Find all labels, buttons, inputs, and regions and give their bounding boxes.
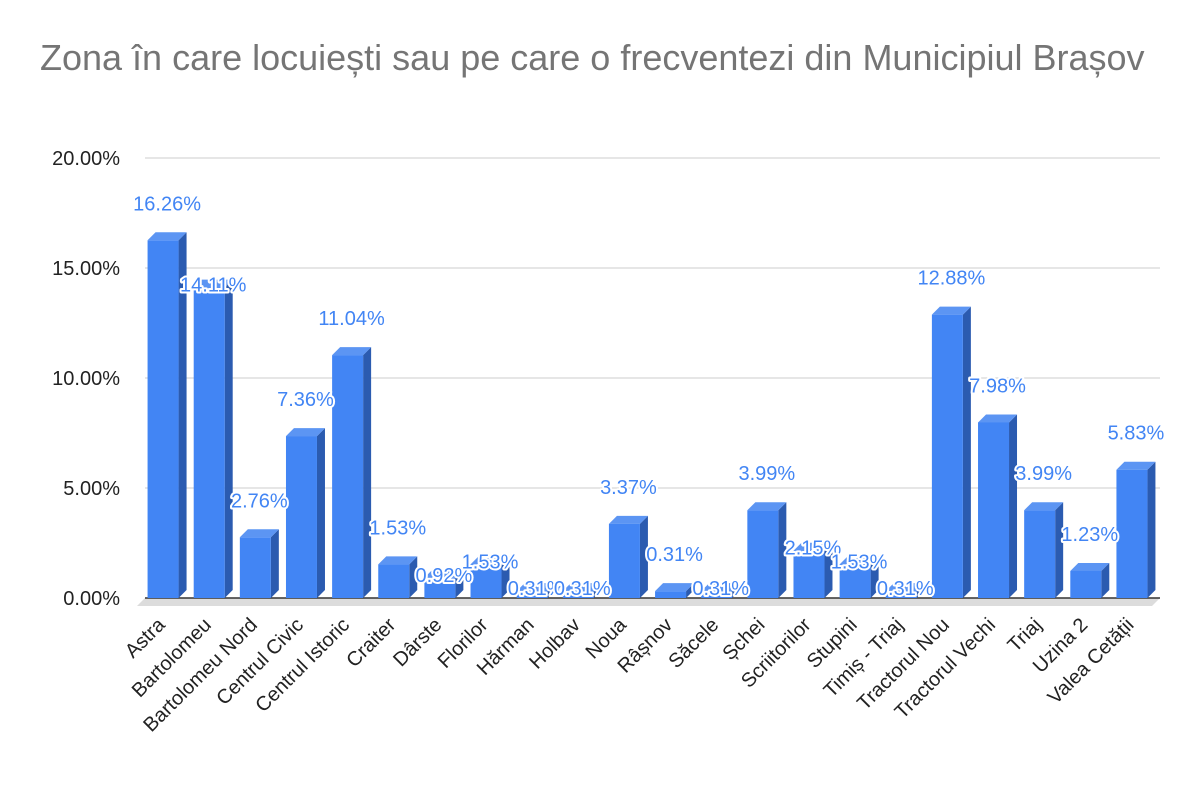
- bar-side: [1009, 414, 1018, 598]
- bar-top: [470, 556, 510, 565]
- bar: [1024, 510, 1056, 598]
- y-tick-label: 20.00%: [52, 148, 120, 170]
- bar-side: [224, 279, 233, 598]
- bar-top: [1070, 562, 1110, 571]
- bar-side: [363, 347, 372, 598]
- bar-side: [1055, 502, 1064, 598]
- bar-top: [562, 583, 602, 592]
- bar-side: [824, 542, 833, 598]
- data-label: 2.76%: [231, 490, 288, 512]
- bar: [793, 550, 825, 598]
- bar-top: [747, 502, 787, 511]
- bar: [470, 564, 502, 598]
- bar-top: [193, 279, 233, 288]
- data-label: 14.11%: [180, 275, 247, 297]
- bar-top: [839, 556, 879, 565]
- data-label: 2.15%: [785, 538, 842, 560]
- bar: [285, 436, 317, 598]
- bar-top: [332, 347, 372, 356]
- bar-side: [455, 569, 464, 598]
- bar-top: [793, 542, 833, 551]
- bar: [839, 564, 871, 598]
- bar: [931, 314, 963, 598]
- data-label: 1.53%: [369, 517, 426, 539]
- data-label: 5.83%: [1108, 423, 1165, 445]
- bar: [239, 537, 271, 598]
- bar-top: [424, 569, 464, 578]
- data-label: 0.31%: [692, 578, 749, 600]
- bar-side: [409, 556, 418, 598]
- bar-side: [686, 583, 695, 598]
- data-label: 0.92%: [416, 565, 473, 587]
- data-label: 3.99%: [1015, 463, 1072, 485]
- bar-side: [639, 515, 648, 598]
- bar: [147, 240, 179, 598]
- data-label: 0.31%: [646, 544, 703, 566]
- data-label: 3.37%: [600, 477, 657, 499]
- bar-side: [593, 583, 602, 598]
- bar: [193, 287, 225, 598]
- bar: [747, 510, 779, 598]
- data-label: 7.36%: [277, 389, 334, 411]
- data-label: 12.88%: [917, 268, 985, 290]
- data-label: 1.23%: [1061, 524, 1118, 546]
- category-label: Săcele: [664, 614, 723, 673]
- data-label: 1.53%: [462, 551, 519, 573]
- category-label: Craiter: [342, 614, 400, 672]
- bar: [332, 355, 364, 598]
- bar: [424, 577, 456, 598]
- bar-side: [732, 583, 741, 598]
- bar-side: [316, 428, 325, 598]
- bar-top: [885, 583, 925, 592]
- data-label: 7.98%: [969, 375, 1026, 397]
- bar-side: [916, 583, 925, 598]
- bar-top: [608, 515, 648, 524]
- bar-top: [239, 529, 279, 538]
- bar: [701, 591, 733, 598]
- y-tick-label: 15.00%: [52, 258, 120, 280]
- bar: [516, 591, 548, 598]
- data-label: 11.04%: [318, 308, 385, 330]
- bar-top: [1024, 502, 1064, 511]
- bar-top: [285, 428, 325, 437]
- bar-side: [501, 556, 510, 598]
- bar: [608, 523, 640, 598]
- bar: [378, 564, 410, 598]
- data-label: 0.31%: [877, 578, 934, 600]
- y-tick-label: 0.00%: [63, 588, 120, 610]
- y-tick-label: 10.00%: [52, 368, 120, 390]
- bar: [655, 591, 687, 598]
- bar-side: [178, 232, 187, 598]
- bar-side: [1101, 562, 1110, 598]
- bar-top: [516, 583, 556, 592]
- data-label: 0.31%: [554, 578, 611, 600]
- chart-title: Zona în care locuiești sau pe care o fre…: [40, 37, 1145, 78]
- bar: [978, 422, 1010, 598]
- category-label: Holbav: [525, 614, 585, 674]
- bar-top: [147, 232, 187, 241]
- bar-side: [870, 556, 879, 598]
- data-label: 3.99%: [738, 463, 795, 485]
- bar: [885, 591, 917, 598]
- data-label: 16.26%: [133, 193, 201, 215]
- bar-side: [1147, 461, 1156, 598]
- bar-side: [962, 306, 971, 598]
- bar-top: [378, 556, 418, 565]
- bar-side: [547, 583, 556, 598]
- bar-side: [778, 502, 787, 598]
- bar-top: [978, 414, 1018, 423]
- bar-top: [931, 306, 971, 315]
- chart-floor: [137, 598, 1160, 606]
- bar-top: [1116, 461, 1156, 470]
- bar-top: [655, 583, 695, 592]
- bar: [1070, 570, 1102, 598]
- data-label: 0.31%: [508, 578, 565, 600]
- bar: [1116, 469, 1148, 598]
- bar-top: [701, 583, 741, 592]
- y-tick-label: 5.00%: [63, 478, 120, 500]
- bar: [562, 591, 594, 598]
- bar-side: [270, 529, 279, 598]
- data-label: 1.53%: [831, 551, 888, 573]
